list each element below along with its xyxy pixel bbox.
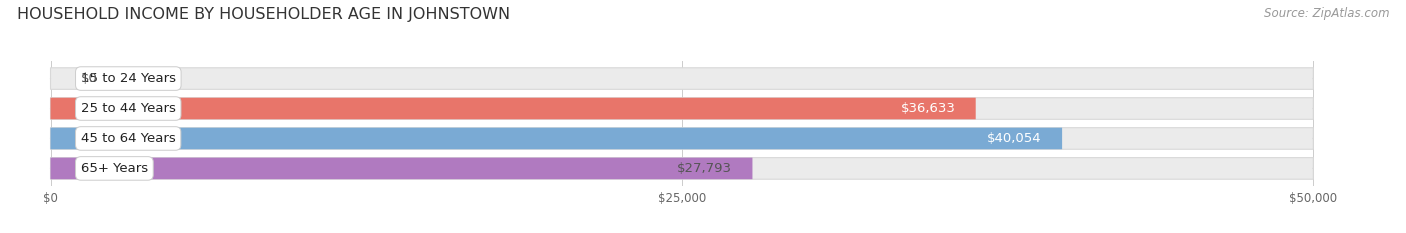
Text: 45 to 64 Years: 45 to 64 Years (80, 132, 176, 145)
Text: $36,633: $36,633 (901, 102, 956, 115)
FancyBboxPatch shape (51, 68, 1313, 89)
Text: 25 to 44 Years: 25 to 44 Years (80, 102, 176, 115)
FancyBboxPatch shape (51, 98, 1313, 119)
Text: $40,054: $40,054 (987, 132, 1042, 145)
FancyBboxPatch shape (51, 98, 976, 119)
Text: 15 to 24 Years: 15 to 24 Years (80, 72, 176, 85)
FancyBboxPatch shape (51, 128, 1313, 149)
Text: Source: ZipAtlas.com: Source: ZipAtlas.com (1264, 7, 1389, 20)
Text: $0: $0 (80, 72, 97, 85)
FancyBboxPatch shape (51, 158, 752, 179)
Text: 65+ Years: 65+ Years (80, 162, 148, 175)
FancyBboxPatch shape (51, 128, 1062, 149)
Text: $27,793: $27,793 (678, 162, 733, 175)
FancyBboxPatch shape (51, 158, 1313, 179)
Text: HOUSEHOLD INCOME BY HOUSEHOLDER AGE IN JOHNSTOWN: HOUSEHOLD INCOME BY HOUSEHOLDER AGE IN J… (17, 7, 510, 22)
